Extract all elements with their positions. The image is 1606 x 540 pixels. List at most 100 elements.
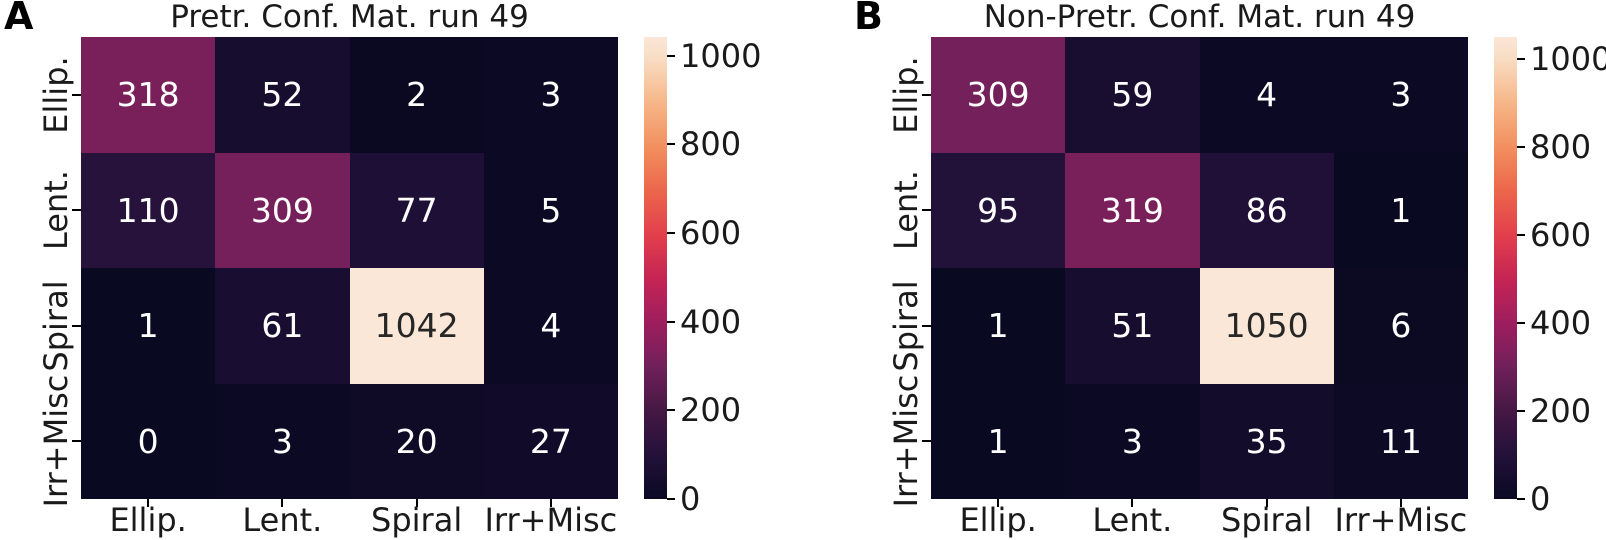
y-tick-mark — [922, 324, 931, 327]
x-tick-mark — [1131, 499, 1134, 507]
heatmap-cell: 11 — [1333, 383, 1468, 499]
colorbar-tick-label: 1000 — [680, 36, 762, 75]
cell-value: 1042 — [374, 306, 459, 346]
y-tick-mark — [922, 209, 931, 212]
cell-value: 319 — [1100, 190, 1164, 230]
heatmap-cell: 1050 — [1199, 268, 1334, 384]
cell-value: 11 — [1379, 421, 1422, 461]
cell-value: 318 — [116, 75, 180, 115]
colorbar — [644, 37, 667, 499]
cell-value: 20 — [395, 421, 438, 461]
x-axis-label: Spiral — [1221, 501, 1313, 539]
colorbar-tick-mark — [667, 143, 675, 146]
cell-value: 4 — [1256, 75, 1278, 115]
heatmap-cell: 27 — [483, 383, 618, 499]
cell-value: 59 — [1111, 75, 1154, 115]
colorbar-tick-label: 800 — [1530, 128, 1592, 166]
x-axis-label: Irr+Misc — [484, 501, 618, 539]
colorbar — [1494, 37, 1517, 499]
heatmap-cell: 1 — [81, 268, 216, 384]
y-tick-mark — [922, 93, 931, 96]
cell-value: 309 — [966, 75, 1030, 115]
panel-letter: A — [4, 0, 34, 38]
colorbar-tick-label: 400 — [1530, 304, 1592, 342]
colorbar-tick-label: 0 — [1530, 480, 1551, 518]
y-tick-mark — [72, 209, 81, 212]
colorbar-tick-label: 200 — [1530, 392, 1592, 430]
heatmap-cell: 35 — [1199, 383, 1334, 499]
heatmap-cell: 86 — [1199, 152, 1334, 268]
colorbar-tick-mark — [1517, 58, 1525, 60]
colorbar-tick-label: 400 — [680, 302, 742, 341]
cell-value: 61 — [261, 306, 304, 346]
cell-value: 309 — [250, 190, 314, 230]
cell-value: 1 — [1390, 190, 1412, 230]
heatmap-cell: 95 — [931, 152, 1066, 268]
colorbar-tick-label: 800 — [680, 125, 742, 164]
heatmap-cell: 2 — [349, 37, 484, 153]
chart-title: Pretr. Conf. Mat. run 49 — [170, 0, 529, 35]
heatmap-cell: 5 — [483, 152, 618, 268]
cell-value: 110 — [116, 190, 180, 230]
x-tick-mark — [1265, 499, 1268, 507]
colorbar-tick-mark — [1517, 234, 1525, 236]
y-tick-mark — [72, 324, 81, 327]
heatmap-cell: 20 — [349, 383, 484, 499]
heatmap-cell: 52 — [215, 37, 350, 153]
x-tick-mark — [281, 499, 284, 507]
cell-value: 1 — [137, 306, 159, 346]
panel-a: A Pretr. Conf. Mat. run 49 Ellip. Lent. Sp… — [0, 0, 762, 540]
cell-value: 51 — [1111, 306, 1154, 346]
colorbar-tick-mark — [667, 231, 675, 234]
x-axis-label: Ellip. — [109, 501, 187, 539]
heatmap-cell: 6 — [1333, 268, 1468, 384]
heatmap-cell: 1042 — [349, 268, 484, 384]
heatmap-cell: 309 — [215, 152, 350, 268]
heatmap-cell: 3 — [1065, 383, 1200, 499]
y-axis: Ellip. Lent. Spiral Irr+Misc — [850, 0, 1606, 540]
x-axis: Ellip. Lent. Spiral Irr+Misc — [0, 0, 760, 540]
cell-value: 3 — [1121, 421, 1143, 461]
x-tick-mark — [415, 499, 418, 507]
cell-value: 6 — [1390, 306, 1412, 346]
heatmap-grid: 318 52 2 3 110 309 77 5 1 61 1042 4 0 3 20 27 — [81, 37, 618, 499]
x-tick-mark — [1399, 499, 1402, 507]
heatmap-cell: 3 — [215, 383, 350, 499]
colorbar-tick-label: 1000 — [1530, 40, 1606, 78]
heatmap-cell: 77 — [349, 152, 484, 268]
cell-value: 3 — [1390, 75, 1412, 115]
x-tick-mark — [549, 499, 552, 507]
colorbar-tick-mark — [667, 54, 675, 57]
cell-value: 3 — [271, 421, 293, 461]
heatmap-cell: 3 — [483, 37, 618, 153]
colorbar-tick-mark — [1517, 322, 1525, 324]
cell-value: 1 — [987, 306, 1009, 346]
heatmap-cell: 0 — [81, 383, 216, 499]
colorbar-tick-mark — [667, 320, 675, 323]
heatmap-cell: 110 — [81, 152, 216, 268]
colorbar-ticks: 0 200 400 600 800 1000 — [850, 0, 1606, 540]
heatmap-cell: 3 — [1333, 37, 1468, 153]
x-axis-label: Lent. — [242, 501, 323, 539]
y-tick-mark — [72, 440, 81, 443]
colorbar-tick-mark — [1517, 146, 1525, 148]
cell-value: 3 — [540, 75, 562, 115]
cell-value: 52 — [261, 75, 304, 115]
colorbar-tick-label: 600 — [680, 213, 742, 252]
colorbar-tick-mark — [1517, 410, 1525, 412]
colorbar-tick-label: 200 — [680, 391, 742, 430]
x-axis-label: Irr+Misc — [1334, 501, 1468, 539]
colorbar-tick-mark — [667, 498, 675, 500]
x-axis-label: Ellip. — [959, 501, 1037, 539]
cell-value: 0 — [137, 421, 159, 461]
heatmap-cell: 4 — [1199, 37, 1334, 153]
cell-value: 86 — [1245, 190, 1288, 230]
x-tick-mark — [147, 499, 150, 507]
x-tick-mark — [997, 499, 1000, 507]
cell-value: 35 — [1245, 421, 1288, 461]
y-tick-mark — [922, 440, 931, 443]
heatmap-cell: 51 — [1065, 268, 1200, 384]
heatmap-cell: 4 — [483, 268, 618, 384]
colorbar-tick-mark — [1517, 498, 1525, 500]
cell-value: 2 — [406, 75, 428, 115]
